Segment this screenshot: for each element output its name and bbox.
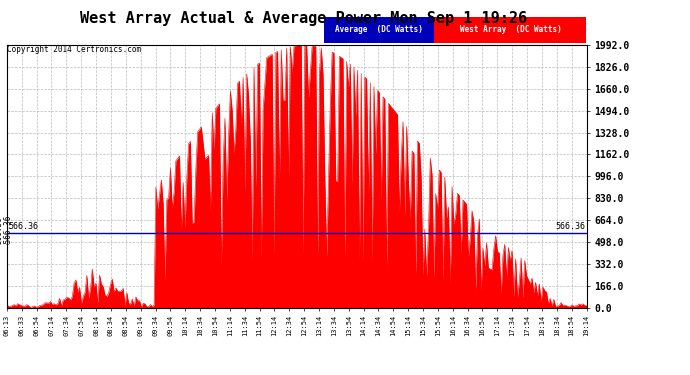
Text: Average  (DC Watts): Average (DC Watts)	[335, 26, 423, 34]
Text: Copyright 2014 Certronics.com: Copyright 2014 Certronics.com	[7, 45, 141, 54]
Text: 566.36: 566.36	[8, 222, 38, 231]
Text: West Array Actual & Average Power Mon Sep 1 19:26: West Array Actual & Average Power Mon Se…	[80, 11, 527, 26]
Text: 566.36: 566.36	[0, 217, 3, 244]
Text: 566.36: 566.36	[555, 222, 585, 231]
Text: →566.36: →566.36	[3, 214, 12, 247]
Text: West Array  (DC Watts): West Array (DC Watts)	[460, 26, 562, 34]
